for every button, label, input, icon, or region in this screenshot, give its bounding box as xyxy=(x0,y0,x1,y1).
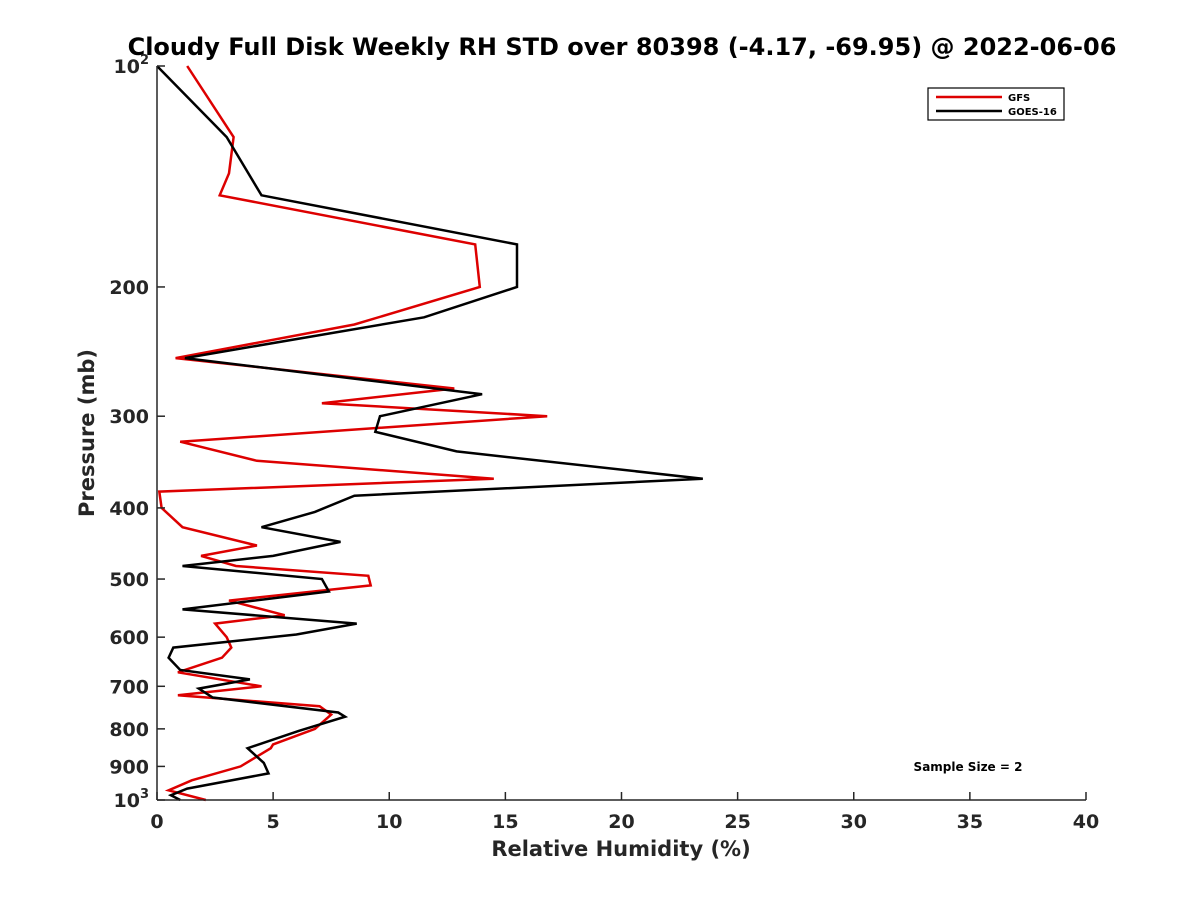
chart-title: Cloudy Full Disk Weekly RH STD over 8039… xyxy=(128,33,1117,61)
series-line-gfs xyxy=(157,65,548,802)
x-ticks: 0 5 10 15 20 25 30 35 40 xyxy=(150,792,1099,833)
x-tick-label: 5 xyxy=(267,811,280,833)
legend-label-goes16: GOES-16 xyxy=(1008,107,1057,118)
y-tick-label: 103 xyxy=(114,787,150,812)
legend: GFS GOES-16 xyxy=(927,87,1065,121)
y-tick-label: 600 xyxy=(109,627,149,649)
x-tick-label: 15 xyxy=(492,811,518,833)
x-tick-label: 35 xyxy=(957,811,983,833)
x-tick-label: 25 xyxy=(724,811,750,833)
y-tick-label: 800 xyxy=(109,719,149,741)
x-tick-label: 20 xyxy=(608,811,634,833)
series-line-goes16 xyxy=(156,65,703,802)
y-tick-label: 102 xyxy=(114,53,150,78)
y-tick-label: 400 xyxy=(109,498,149,520)
y-tick-label: 300 xyxy=(109,406,149,428)
sample-size-annotation: Sample Size = 2 xyxy=(914,760,1023,774)
x-tick-label: 30 xyxy=(841,811,867,833)
y-tick-label: 200 xyxy=(109,277,149,299)
x-tick-label: 10 xyxy=(376,811,402,833)
y-tick-label: 500 xyxy=(109,569,149,591)
x-tick-label: 40 xyxy=(1073,811,1099,833)
legend-box xyxy=(927,87,1065,121)
y-ticks: 102 200 300 400 500 600 700 800 900 103 xyxy=(109,53,165,812)
y-tick-label: 900 xyxy=(109,756,149,778)
y-tick-label: 700 xyxy=(109,676,149,698)
x-axis-label: Relative Humidity (%) xyxy=(491,837,750,861)
series-layer xyxy=(156,65,703,802)
y-axis-label: Pressure (mb) xyxy=(75,349,99,517)
x-tick-label: 0 xyxy=(150,811,163,833)
legend-label-gfs: GFS xyxy=(1008,93,1030,104)
